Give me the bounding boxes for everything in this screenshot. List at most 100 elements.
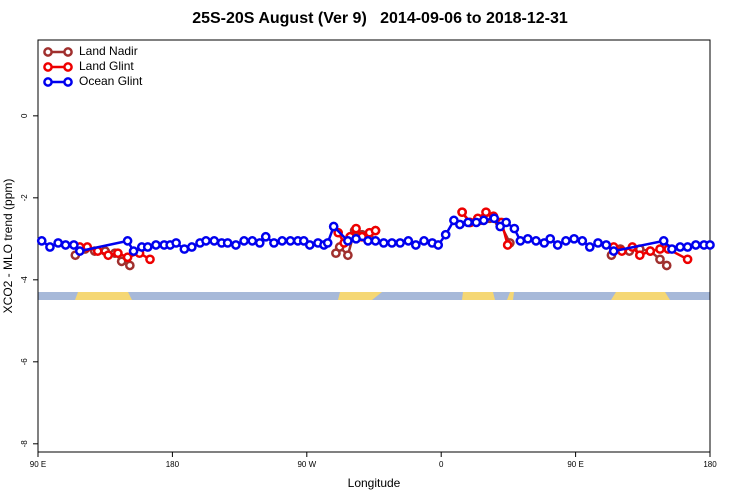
point (179, 244, 190, 254)
point (285, 236, 296, 246)
point (509, 223, 520, 234)
point (410, 240, 421, 250)
point (74, 246, 85, 256)
point (608, 246, 619, 256)
point (501, 217, 512, 228)
point (142, 242, 153, 252)
land-strip (75, 292, 132, 300)
y-tick-label: 0 (20, 113, 29, 118)
x-tick-label: 90 E (30, 460, 46, 469)
point (122, 252, 133, 263)
x-tick-label: 180 (703, 460, 717, 469)
point (68, 240, 79, 250)
point (552, 240, 563, 250)
point (128, 246, 139, 256)
point (145, 254, 155, 265)
point (593, 238, 603, 248)
legend-marker (43, 77, 53, 87)
point (36, 236, 47, 246)
land-strip (507, 292, 514, 300)
point (502, 240, 513, 250)
point (171, 238, 181, 248)
point (481, 207, 491, 218)
point (395, 238, 405, 248)
legend-marker (43, 47, 53, 57)
x-tick-label: 0 (439, 460, 444, 469)
chart-title: 25S-20S August (Ver 9) 2014-09-06 to 201… (192, 10, 568, 27)
point (705, 240, 715, 250)
x-tick-label: 90 W (297, 460, 316, 469)
point (378, 238, 389, 248)
legend-marker (63, 62, 73, 72)
point (675, 242, 685, 252)
series (74, 207, 693, 265)
legend-marker (43, 62, 53, 72)
land-strip (462, 292, 495, 300)
point (387, 238, 397, 248)
point (682, 254, 693, 265)
legend-label: Ocean Glint (79, 74, 143, 88)
legend-label: Land Nadir (79, 44, 138, 58)
point (343, 236, 353, 246)
point (254, 238, 265, 248)
point (247, 236, 258, 246)
x-tick-label: 180 (166, 460, 180, 469)
x-tick-label: 90 E (567, 460, 583, 469)
point (370, 225, 381, 236)
point (151, 240, 161, 250)
point (655, 254, 665, 265)
point (471, 217, 482, 228)
y-tick-label: -2 (20, 194, 29, 202)
point (515, 236, 526, 246)
point (403, 236, 414, 246)
point (122, 236, 133, 246)
point (463, 217, 473, 228)
y-axis-label: XCO2 - MLO trend (ppm) (1, 179, 15, 314)
point (60, 240, 71, 250)
land-strip (338, 292, 382, 300)
point (269, 238, 279, 248)
point (457, 207, 467, 218)
point (260, 231, 271, 242)
point (545, 233, 556, 244)
point (455, 219, 465, 230)
point (440, 229, 451, 240)
point (201, 236, 211, 246)
point (322, 238, 333, 248)
point (351, 233, 361, 244)
x-axis-label: Longitude (348, 476, 401, 490)
point (113, 248, 123, 259)
point (53, 238, 64, 248)
legend-marker (63, 77, 73, 87)
point (661, 260, 672, 271)
point (489, 213, 500, 224)
point (561, 236, 571, 246)
point (328, 221, 339, 232)
y-tick-label: -4 (20, 276, 29, 284)
point (186, 242, 197, 252)
land-ocean-strip (38, 292, 710, 300)
point (522, 233, 533, 244)
point (363, 236, 373, 246)
point (658, 236, 669, 246)
point (655, 244, 665, 254)
series (36, 213, 715, 256)
point (645, 246, 656, 256)
point (124, 260, 135, 271)
point (531, 236, 541, 246)
point (667, 244, 677, 254)
point (304, 240, 315, 250)
point (239, 236, 249, 246)
point (45, 242, 55, 252)
point (682, 242, 693, 252)
point (351, 223, 361, 234)
point (370, 236, 381, 246)
legend-marker (63, 47, 73, 57)
point (569, 233, 579, 244)
point (584, 242, 595, 252)
y-tick-label: -8 (20, 440, 29, 448)
point (231, 240, 241, 250)
